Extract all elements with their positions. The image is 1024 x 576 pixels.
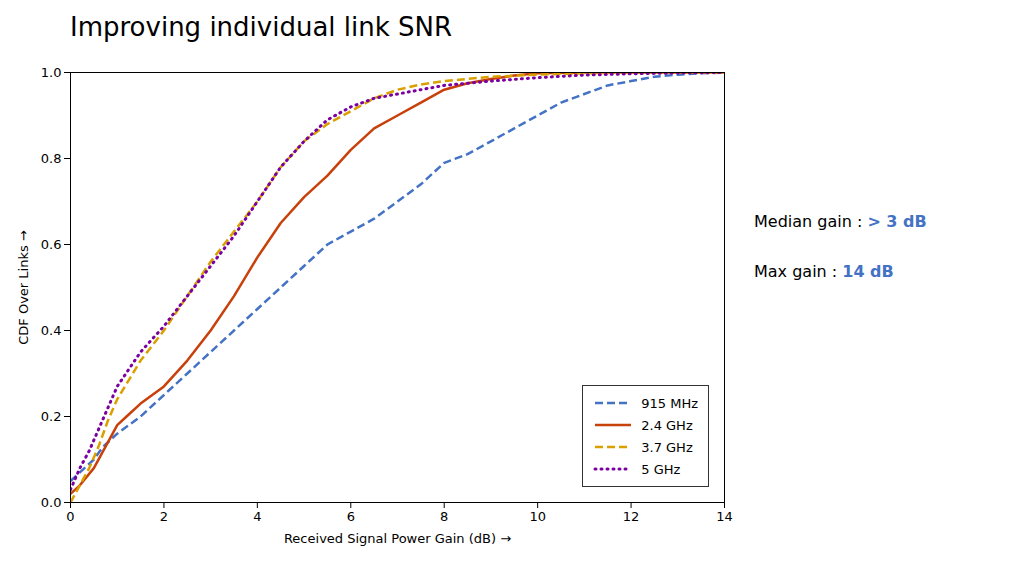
- svg-text:2: 2: [160, 509, 168, 524]
- svg-text:6: 6: [347, 509, 355, 524]
- html-text:5 GHz: 5 GHz: [641, 461, 681, 477]
- html-text:Improving individual link SNR: Improving individual link SNR: [70, 12, 453, 42]
- svg-text:8: 8: [440, 509, 448, 524]
- svg-text:4: 4: [253, 509, 261, 524]
- html-text:Median gain : > 3 dB: Median gain : > 3 dB: [754, 212, 927, 231]
- svg-text:0: 0: [66, 509, 74, 524]
- svg-text:0.8: 0.8: [41, 151, 62, 166]
- svg-text:Received Signal Power Gain (dB: Received Signal Power Gain (dB) →: [284, 531, 511, 546]
- svg-text:CDF Over Links →: CDF Over Links →: [16, 230, 31, 345]
- svg-text:0.4: 0.4: [41, 323, 62, 338]
- svg-text:1.0: 1.0: [41, 65, 62, 80]
- svg-text:0.6: 0.6: [41, 237, 62, 252]
- svg-text:14: 14: [716, 509, 733, 524]
- svg-text:12: 12: [623, 509, 640, 524]
- html-text:Max gain : 14 dB: Max gain : 14 dB: [754, 262, 894, 281]
- html-text:915 MHz: 915 MHz: [641, 395, 698, 411]
- html-text:2.4 GHz: 2.4 GHz: [641, 417, 693, 433]
- html-text:3.7 GHz: 3.7 GHz: [641, 439, 693, 455]
- svg-text:10: 10: [529, 509, 546, 524]
- svg-text:0.2: 0.2: [41, 409, 62, 424]
- svg-text:0.0: 0.0: [41, 495, 62, 510]
